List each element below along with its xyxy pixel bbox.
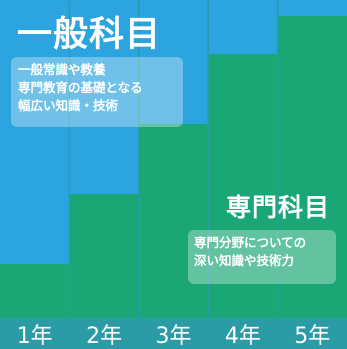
x-tick-label-5: 5年 bbox=[294, 324, 330, 349]
bar-specialized-4 bbox=[208, 54, 277, 319]
x-tick-label-3: 3年 bbox=[156, 324, 192, 349]
general-description-line-2: 専門教育の基礎となる bbox=[18, 80, 143, 95]
bar-general-2 bbox=[70, 0, 139, 194]
x-tick-label-1: 1年 bbox=[17, 324, 53, 349]
bar-general-5 bbox=[278, 0, 347, 16]
specialized-description-line-2: 深い知識や技術力 bbox=[194, 253, 295, 268]
bar-specialized-3 bbox=[139, 124, 208, 319]
bar-general-1 bbox=[0, 0, 69, 264]
specialized-subject-description: 専門分野についての 深い知識や技術力 bbox=[188, 230, 336, 284]
general-subject-description: 一般常識や教養 専門教育の基礎となる 幅広い知識・技術 bbox=[11, 57, 183, 127]
bar-specialized-2 bbox=[70, 193, 139, 318]
bar-general-3 bbox=[139, 0, 208, 125]
bar-specialized-5 bbox=[278, 15, 347, 319]
x-tick-label-4: 4年 bbox=[225, 324, 261, 349]
general-description-line-1: 一般常識や教養 bbox=[18, 62, 106, 77]
specialized-subject-title: 専門科目 bbox=[226, 193, 331, 222]
x-tick-label-2: 2年 bbox=[86, 324, 122, 349]
bar-general-4 bbox=[208, 0, 277, 55]
general-subject-title: 一般科目 bbox=[17, 15, 162, 55]
general-description-line-3: 幅広い知識・技術 bbox=[18, 98, 119, 113]
bar-specialized-1 bbox=[0, 263, 69, 318]
specialized-description-line-1: 専門分野についての bbox=[194, 235, 307, 250]
